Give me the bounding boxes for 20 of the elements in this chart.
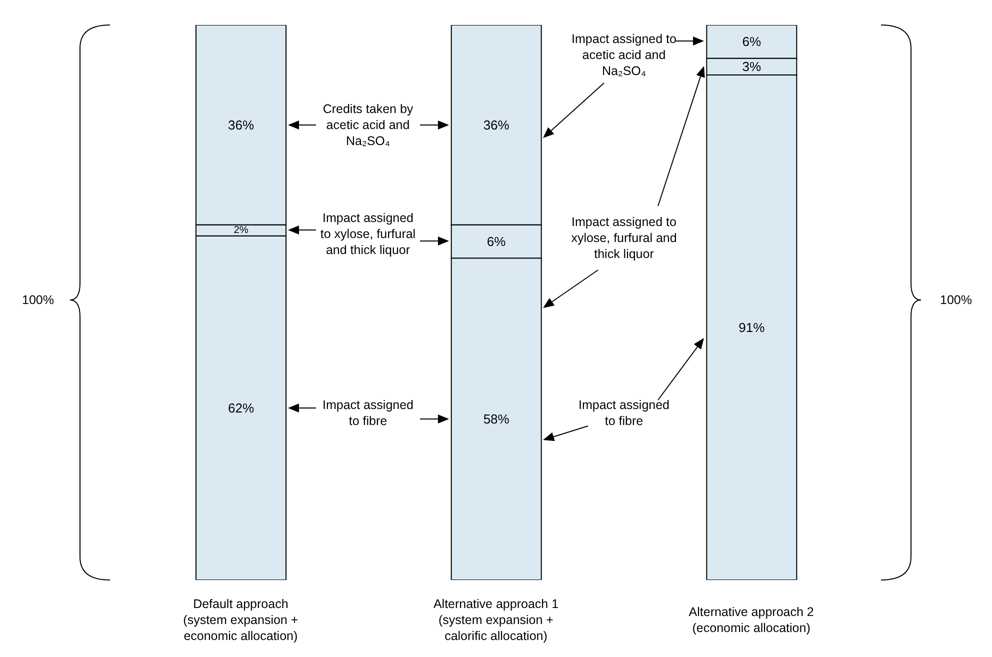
annotation: Impact assigned to xylose, furfural and thick liquor [570, 214, 678, 262]
x-tick-label: Alternative approach 2 (economic allocation) [688, 605, 814, 635]
data-label: 91% [738, 320, 766, 335]
x-tick-label: Default approach (system expansion + economic allocation) [183, 597, 298, 643]
annotation: Impact assigned to acetic acid and Na₂SO₄ [570, 31, 678, 79]
data-label: 36% [483, 117, 510, 132]
annotation: Impact assigned to xylose, furfural and thick liquor [319, 210, 417, 258]
annotation: Impact assigned to fibre [577, 397, 671, 429]
text: 100% [939, 292, 973, 308]
data-label: 6% [486, 234, 506, 249]
x-tick-label: Alternative approach 1 (system expansion + calorific allocation) [433, 597, 559, 643]
data-label: 2% [234, 224, 248, 236]
data-label: 58% [483, 412, 510, 427]
data-label: 36% [228, 117, 254, 132]
data-label: 3% [742, 59, 762, 74]
data-label: 62% [228, 400, 254, 416]
annotation: Impact assigned to fibre [321, 397, 415, 429]
text: 100% [21, 292, 55, 308]
data-label: 6% [742, 34, 762, 50]
annotation: Credits taken by acetic acid and Na₂SO₄ [322, 101, 414, 149]
